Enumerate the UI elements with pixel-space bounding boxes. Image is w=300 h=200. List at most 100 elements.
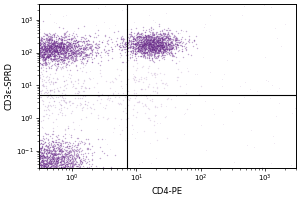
- Point: [44, 48, 49, 52]
- Point: [57, 44, 62, 47]
- Point: [63, 167, 68, 170]
- Point: [54, 46, 59, 50]
- Point: [35, 45, 40, 48]
- Point: [39, 155, 44, 158]
- Point: [42, 53, 47, 56]
- Point: [64, 148, 68, 152]
- Point: [55, 43, 59, 46]
- Point: [61, 57, 65, 60]
- Point: [79, 53, 84, 56]
- Point: [38, 169, 42, 172]
- Point: [159, 102, 164, 105]
- Point: [52, 47, 56, 50]
- Point: [174, 40, 179, 43]
- Point: [31, 97, 36, 100]
- Point: [163, 53, 168, 56]
- Point: [8, 153, 13, 156]
- Point: [40, 74, 45, 77]
- Point: [76, 155, 81, 159]
- Point: [42, 56, 47, 59]
- Point: [165, 50, 170, 54]
- Point: [143, 39, 148, 42]
- Point: [0, 51, 5, 54]
- Point: [162, 43, 167, 47]
- Point: [45, 160, 50, 164]
- Point: [44, 69, 48, 73]
- Point: [15, 53, 20, 56]
- Point: [78, 141, 83, 145]
- Point: [136, 40, 140, 43]
- Point: [149, 42, 154, 46]
- Point: [36, 106, 41, 109]
- Point: [32, 47, 37, 50]
- Point: [64, 49, 69, 52]
- Point: [48, 156, 52, 159]
- Point: [66, 157, 71, 161]
- Point: [40, 163, 44, 166]
- Point: [186, 34, 191, 38]
- Point: [61, 154, 65, 158]
- Point: [50, 140, 55, 143]
- Point: [118, 85, 123, 88]
- Point: [41, 154, 46, 158]
- Point: [71, 61, 76, 65]
- Point: [43, 152, 48, 156]
- Point: [42, 47, 46, 50]
- Point: [135, 42, 140, 45]
- Point: [152, 51, 157, 55]
- Point: [24, 54, 28, 57]
- Point: [25, 165, 29, 168]
- Point: [32, 147, 37, 150]
- Point: [64, 167, 69, 170]
- Point: [134, 33, 139, 36]
- Point: [60, 149, 64, 152]
- Point: [86, 146, 91, 149]
- Point: [143, 102, 148, 105]
- Point: [292, 106, 297, 109]
- Point: [158, 44, 163, 47]
- Point: [64, 162, 69, 165]
- Point: [150, 39, 155, 42]
- Point: [148, 27, 153, 30]
- Point: [87, 162, 92, 165]
- Point: [146, 42, 151, 45]
- Point: [48, 49, 52, 53]
- Point: [58, 49, 62, 52]
- Point: [146, 48, 151, 51]
- Point: [56, 46, 61, 49]
- Point: [165, 42, 170, 45]
- Point: [35, 57, 40, 60]
- Point: [49, 175, 54, 178]
- Point: [34, 45, 38, 48]
- Point: [125, 49, 130, 52]
- Point: [50, 51, 55, 54]
- Point: [41, 52, 46, 55]
- Point: [131, 104, 136, 107]
- Point: [160, 43, 165, 47]
- Point: [65, 161, 70, 164]
- Point: [0, 50, 4, 53]
- Point: [64, 141, 69, 144]
- Point: [161, 46, 166, 49]
- Point: [40, 59, 45, 62]
- Point: [66, 162, 71, 165]
- Point: [9, 42, 14, 45]
- Point: [32, 165, 36, 168]
- Point: [50, 50, 55, 54]
- Point: [53, 81, 58, 84]
- Point: [53, 38, 58, 41]
- Point: [66, 164, 71, 167]
- Point: [100, 168, 104, 171]
- Point: [36, 161, 40, 164]
- Point: [54, 35, 58, 38]
- Point: [128, 27, 133, 30]
- Point: [134, 94, 139, 98]
- Point: [48, 54, 53, 57]
- Point: [97, 157, 101, 160]
- Point: [34, 83, 39, 87]
- Point: [8, 156, 12, 159]
- Point: [68, 45, 73, 48]
- Point: [149, 51, 154, 54]
- Point: [12, 153, 17, 156]
- Point: [134, 40, 139, 43]
